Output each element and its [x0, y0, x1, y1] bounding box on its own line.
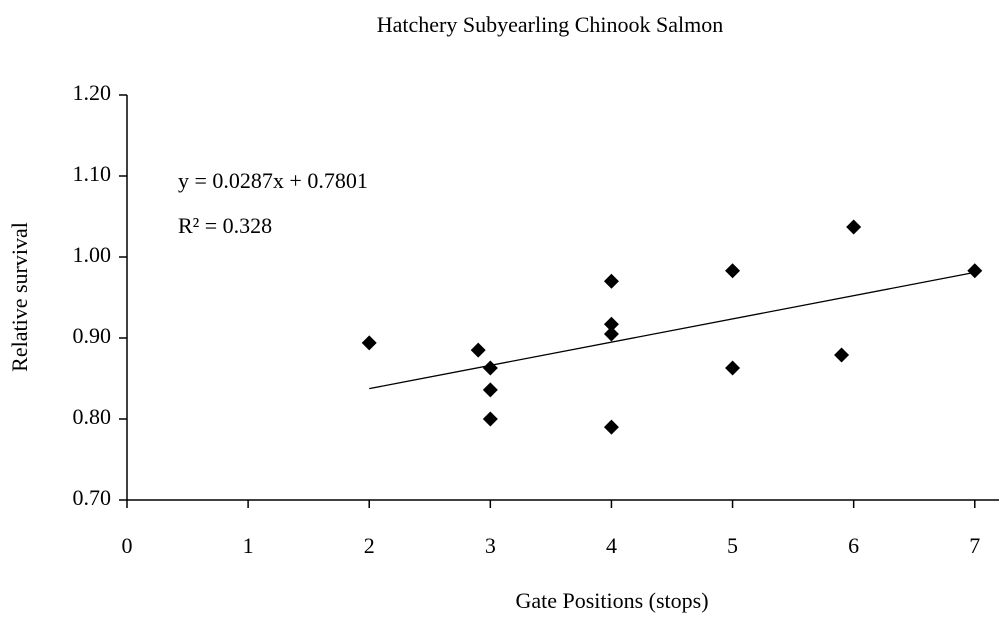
- data-point: [834, 347, 850, 363]
- data-point: [470, 342, 486, 358]
- data-point: [725, 263, 741, 279]
- x-tick-label: 3: [485, 533, 496, 558]
- x-tick-label: 4: [606, 533, 617, 558]
- trend-r-squared: R² = 0.328: [178, 213, 272, 238]
- y-tick-label: 0.70: [73, 485, 112, 510]
- data-point: [603, 419, 619, 435]
- trendline: [369, 271, 975, 390]
- x-tick-label: 5: [727, 533, 738, 558]
- x-tick-label: 7: [969, 533, 980, 558]
- data-point: [482, 360, 498, 376]
- y-tick-label: 0.90: [73, 323, 112, 348]
- data-point: [603, 326, 619, 342]
- data-point: [603, 316, 619, 332]
- chart-title: Hatchery Subyearling Chinook Salmon: [377, 12, 723, 37]
- data-point: [482, 411, 498, 427]
- x-tick-label: 2: [364, 533, 375, 558]
- x-tick-label: 0: [122, 533, 133, 558]
- data-point: [482, 382, 498, 398]
- data-point: [967, 263, 983, 279]
- data-point: [846, 219, 862, 235]
- y-axis-label: Relative survival: [7, 222, 32, 372]
- y-tick-label: 1.20: [73, 80, 112, 105]
- y-tick-label: 1.10: [73, 161, 112, 186]
- data-point: [725, 360, 741, 376]
- x-tick-label: 6: [848, 533, 859, 558]
- data-point: [603, 273, 619, 289]
- y-tick-label: 0.80: [73, 404, 112, 429]
- data-point: [361, 335, 377, 351]
- x-tick-label: 1: [243, 533, 254, 558]
- y-tick-label: 1.00: [73, 242, 112, 267]
- x-axis-label: Gate Positions (stops): [515, 588, 708, 613]
- trend-equation: y = 0.0287x + 0.7801: [178, 168, 368, 193]
